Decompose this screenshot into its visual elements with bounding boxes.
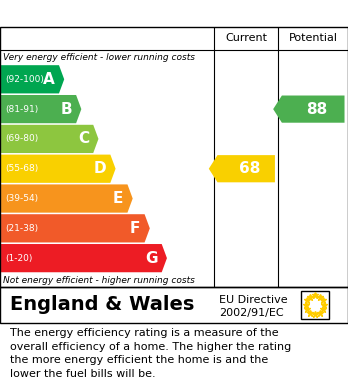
- Text: 88: 88: [306, 102, 327, 117]
- Polygon shape: [1, 154, 116, 183]
- Text: (92-100): (92-100): [5, 75, 44, 84]
- Polygon shape: [1, 125, 98, 153]
- Text: Very energy efficient - lower running costs: Very energy efficient - lower running co…: [3, 53, 196, 62]
- Text: EU Directive: EU Directive: [219, 295, 288, 305]
- Polygon shape: [1, 95, 81, 123]
- Polygon shape: [273, 95, 345, 123]
- Text: 68: 68: [239, 161, 260, 176]
- Text: Current: Current: [225, 33, 267, 43]
- Text: F: F: [130, 221, 140, 236]
- Polygon shape: [1, 244, 167, 272]
- Text: (81-91): (81-91): [5, 105, 39, 114]
- Text: The energy efficiency rating is a measure of the
overall efficiency of a home. T: The energy efficiency rating is a measur…: [10, 328, 292, 379]
- Text: D: D: [94, 161, 106, 176]
- Polygon shape: [209, 155, 275, 182]
- Text: Potential: Potential: [289, 33, 338, 43]
- Text: (39-54): (39-54): [5, 194, 38, 203]
- Text: (55-68): (55-68): [5, 164, 39, 173]
- Text: (1-20): (1-20): [5, 254, 33, 263]
- Text: Not energy efficient - higher running costs: Not energy efficient - higher running co…: [3, 276, 195, 285]
- Text: G: G: [145, 251, 158, 265]
- Text: 2002/91/EC: 2002/91/EC: [219, 308, 284, 318]
- Text: E: E: [113, 191, 123, 206]
- Text: (21-38): (21-38): [5, 224, 38, 233]
- Text: A: A: [43, 72, 55, 87]
- Polygon shape: [1, 214, 150, 242]
- Polygon shape: [1, 185, 133, 213]
- Polygon shape: [1, 65, 64, 93]
- Text: B: B: [60, 102, 72, 117]
- Text: (69-80): (69-80): [5, 135, 39, 143]
- Text: Energy Efficiency Rating: Energy Efficiency Rating: [10, 4, 239, 22]
- Text: England & Wales: England & Wales: [10, 296, 195, 314]
- Text: C: C: [78, 131, 89, 146]
